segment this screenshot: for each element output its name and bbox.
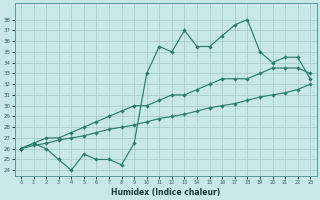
- X-axis label: Humidex (Indice chaleur): Humidex (Indice chaleur): [111, 188, 220, 197]
